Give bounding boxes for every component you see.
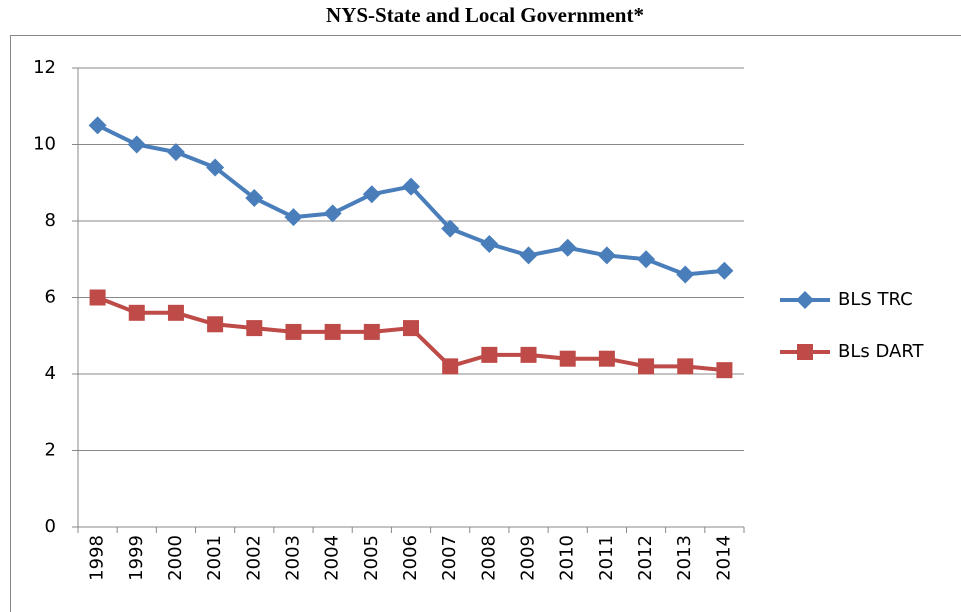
y-tick-label: 12 (33, 57, 56, 78)
data-point (676, 265, 695, 284)
data-point (206, 158, 225, 177)
y-tick-label: 4 (45, 363, 56, 384)
data-point (284, 208, 303, 227)
data-point (480, 234, 499, 253)
y-tick-label: 10 (33, 134, 56, 155)
data-point (88, 116, 107, 135)
data-point (324, 323, 341, 340)
data-point (246, 320, 263, 337)
data-point (89, 289, 106, 306)
x-tick-label: 2006 (400, 535, 421, 581)
x-tick-label: 2013 (674, 535, 695, 581)
data-point (441, 219, 460, 238)
x-tick-label: 2001 (204, 535, 225, 581)
x-tick-label: 2012 (635, 535, 656, 581)
y-tick-label: 8 (45, 210, 56, 231)
data-point (362, 185, 381, 204)
x-tick-label: 2014 (713, 535, 734, 581)
data-point (323, 204, 342, 223)
x-tick-label: 1998 (87, 535, 108, 581)
data-point (207, 316, 224, 333)
data-point (127, 135, 146, 154)
legend-label: BLS TRC (838, 289, 913, 310)
x-tick-label: 2002 (243, 535, 264, 581)
data-point (597, 246, 616, 265)
x-tick-label: 2004 (322, 535, 343, 581)
x-tick-label: 2007 (439, 535, 460, 581)
data-point (442, 358, 459, 375)
data-point (520, 346, 537, 363)
x-tick-label: 2010 (557, 535, 578, 581)
x-tick-label: 2005 (361, 535, 382, 581)
y-tick-label: 0 (45, 516, 56, 537)
data-point (558, 238, 577, 257)
data-point (167, 304, 184, 321)
x-tick-label: 2000 (165, 535, 186, 581)
data-point (402, 177, 420, 196)
x-tick-label: 2011 (596, 535, 617, 581)
legend-label: BLs DART (838, 341, 925, 362)
series-line (96, 123, 725, 277)
legend-marker (796, 291, 814, 309)
x-tick-label: 2003 (282, 535, 303, 581)
x-tick-label: 2009 (518, 535, 539, 581)
data-point (363, 323, 380, 340)
y-tick-label: 6 (45, 287, 56, 308)
legend-marker (797, 344, 813, 360)
data-point (716, 362, 733, 379)
data-point (637, 250, 656, 269)
x-tick-label: 2008 (478, 535, 499, 581)
data-point (481, 346, 498, 363)
data-point (677, 358, 694, 375)
data-point (403, 320, 419, 337)
data-point (128, 304, 145, 321)
chart-border (10, 35, 961, 612)
data-point (285, 323, 302, 340)
y-tick-label: 2 (45, 440, 56, 461)
data-point (715, 261, 734, 280)
chart-title: NYS-State and Local Government* (326, 3, 644, 27)
data-point (598, 350, 615, 367)
data-point (519, 246, 538, 265)
data-point (559, 350, 576, 367)
x-tick-label: 1999 (126, 535, 147, 581)
data-point (638, 358, 655, 375)
data-point (245, 189, 264, 208)
data-point (166, 143, 185, 162)
